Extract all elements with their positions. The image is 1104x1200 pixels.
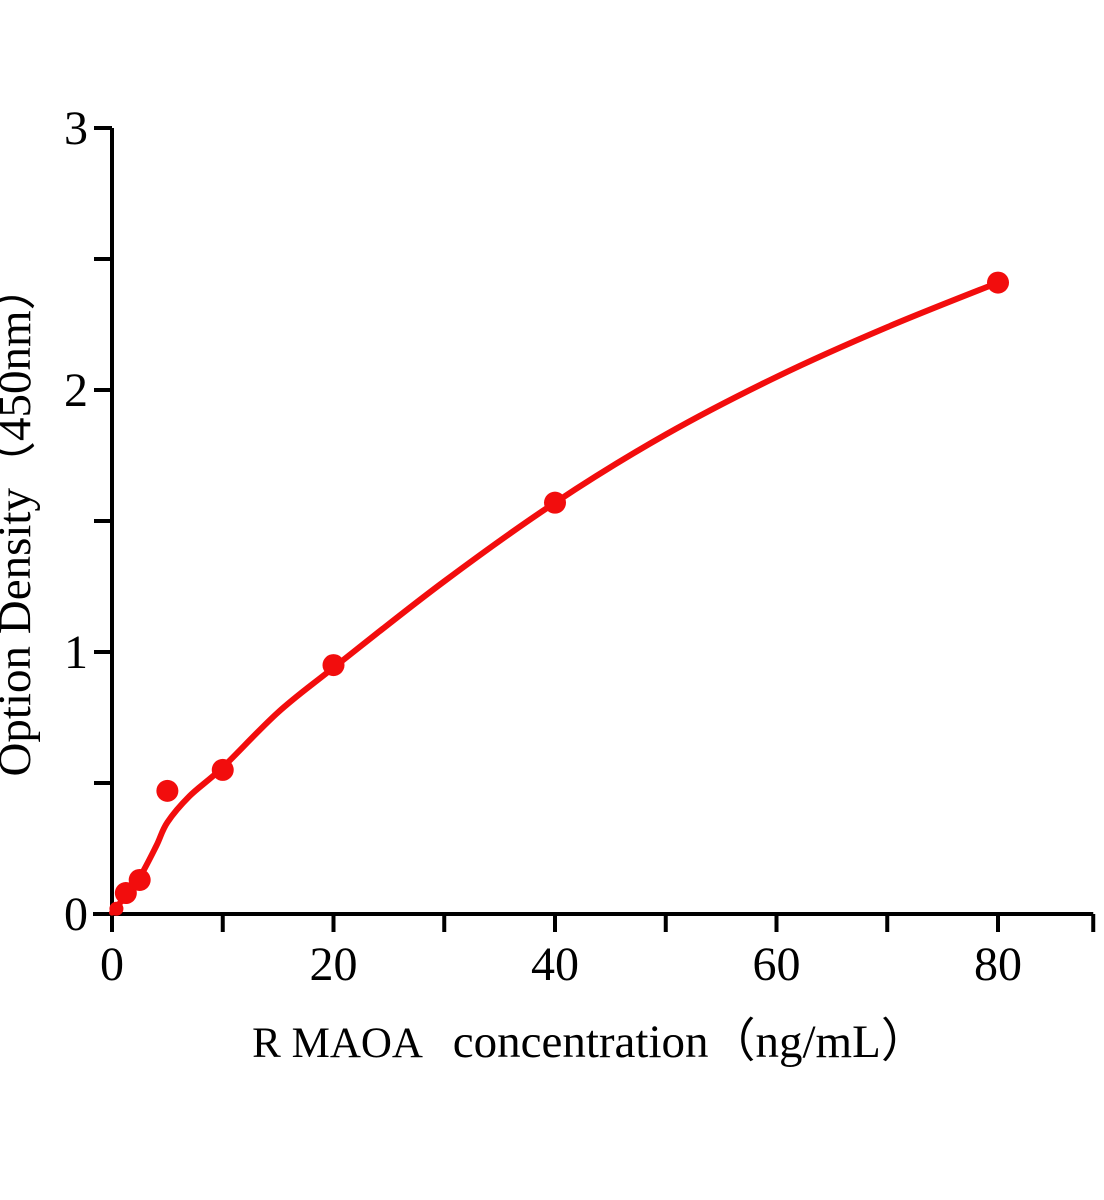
data-point bbox=[211, 758, 234, 781]
y-tick-label: 1 bbox=[64, 626, 88, 679]
x-tick-label: 80 bbox=[974, 938, 1022, 991]
data-point bbox=[114, 882, 137, 905]
y-axis-title: Option Density（450nm） bbox=[0, 263, 41, 776]
data-point bbox=[128, 868, 151, 891]
x-tick-label: 20 bbox=[310, 938, 358, 991]
plot-area: 0 20 40 60 80 0 1 2 3 bbox=[64, 102, 1096, 991]
y-tick-label: 3 bbox=[64, 102, 88, 155]
x-tick-label: 0 bbox=[100, 938, 124, 991]
y-tick-label: 2 bbox=[64, 364, 88, 417]
x-axis-title: R MAOA concentration（ng/mL） bbox=[252, 1016, 928, 1068]
data-point bbox=[322, 654, 345, 677]
data-point bbox=[987, 271, 1009, 294]
data-point-origin bbox=[109, 901, 124, 916]
data-point bbox=[544, 491, 566, 514]
standard-curve-line bbox=[109, 279, 1001, 916]
y-tick-label: 0 bbox=[64, 888, 88, 941]
x-tick-label: 60 bbox=[753, 938, 801, 991]
x-tick-label: 40 bbox=[531, 938, 579, 991]
x-axis-title-main: concentration（ng/mL） bbox=[453, 1016, 928, 1068]
x-axis-title-prefix: R MAOA bbox=[252, 1020, 423, 1067]
data-point bbox=[156, 779, 179, 802]
